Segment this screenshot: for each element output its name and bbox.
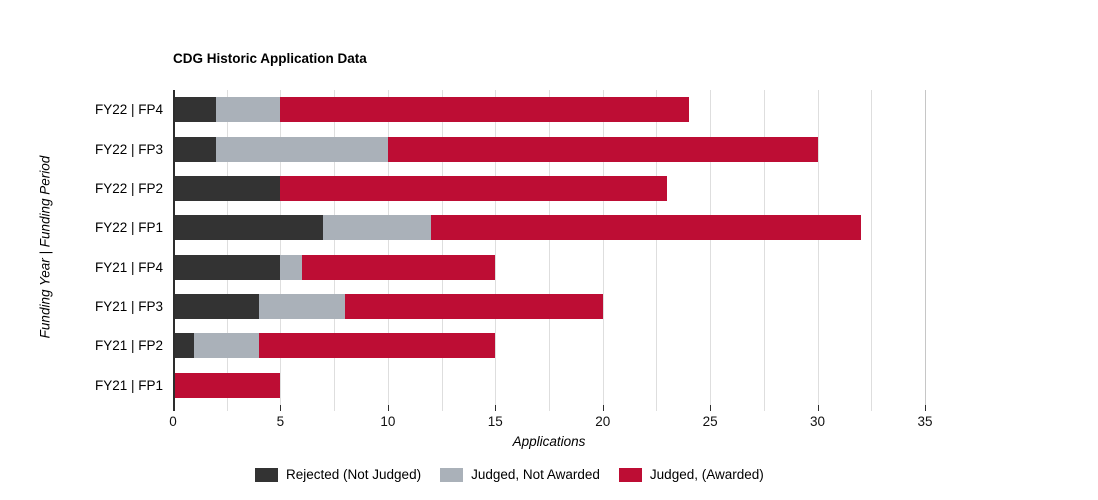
x-tick-label: 15 [487, 414, 503, 429]
legend-swatch [440, 467, 464, 482]
bar-segment-rejected-not-judged[interactable] [173, 175, 281, 201]
legend: Rejected (Not Judged) Judged, Not Awarded… [255, 467, 764, 482]
bar-segment-judged-awarded[interactable] [387, 136, 818, 162]
axis-tick [656, 405, 658, 411]
axis-tick [763, 405, 765, 411]
stacked-bar [173, 294, 925, 320]
legend-item-rejected-not-judged[interactable]: Rejected (Not Judged) [255, 467, 421, 482]
axis-tick [871, 405, 873, 411]
bar-segment-rejected-not-judged[interactable] [173, 333, 195, 359]
bar-row: FY21 | FP1 [95, 366, 925, 405]
stacked-bar [173, 175, 925, 201]
bar-segment-judged-not-awarded[interactable] [194, 333, 259, 359]
category-label: FY21 | FP1 [94, 377, 163, 393]
gridline [925, 90, 926, 405]
category-label: FY22 | FP4 [94, 102, 163, 118]
x-tick-label: 10 [380, 414, 396, 429]
axis-tick [549, 405, 550, 411]
category-label: FY21 | FP3 [94, 299, 163, 315]
bar-segment-judged-awarded[interactable] [280, 97, 689, 123]
category-label: FY21 | FP4 [94, 259, 163, 275]
axis-tick [710, 405, 712, 411]
x-tick-label: 20 [595, 414, 611, 429]
gridline [226, 90, 228, 405]
stacked-bar [173, 333, 925, 359]
gridline [871, 90, 873, 405]
gridline [656, 90, 658, 405]
bar-segment-judged-not-awarded[interactable] [215, 136, 388, 162]
category-label: FY22 | FP1 [94, 220, 163, 236]
bar-segment-rejected-not-judged[interactable] [173, 215, 324, 241]
legend-item-judged-not-awarded[interactable]: Judged, Not Awarded [440, 467, 600, 482]
axis-tick [495, 405, 497, 411]
category-label: FY22 | FP2 [94, 180, 163, 196]
x-tick-label: 5 [276, 414, 285, 429]
bar-segment-judged-not-awarded[interactable] [280, 254, 302, 280]
legend-label: Judged, Not Awarded [471, 467, 600, 482]
legend-swatch [255, 467, 278, 482]
gridline [710, 90, 712, 405]
bar-segment-judged-awarded[interactable] [344, 294, 603, 320]
gridline [763, 90, 765, 405]
bar-segment-judged-awarded[interactable] [173, 372, 281, 398]
bar-row: FY22 | FP3 [95, 129, 925, 168]
stacked-bar [173, 97, 925, 123]
x-tick-label: 30 [810, 414, 826, 429]
x-tick-label: 0 [169, 414, 177, 429]
bar-row: FY22 | FP4 [95, 90, 925, 129]
bar-row: FY21 | FP2 [95, 326, 925, 365]
gridline [817, 90, 819, 405]
axis-tick [280, 405, 282, 411]
gridline [549, 90, 550, 405]
axis-tick [334, 405, 336, 411]
axis-tick [602, 405, 604, 411]
gridline [495, 90, 497, 405]
legend-item-judged-awarded[interactable]: Judged, (Awarded) [618, 467, 764, 482]
chart-title: CDG Historic Application Data [173, 51, 367, 66]
bar-row: FY22 | FP2 [95, 169, 925, 208]
legend-label: Judged, (Awarded) [649, 467, 764, 482]
bar-segment-rejected-not-judged[interactable] [173, 254, 281, 280]
axis-tick [817, 405, 819, 411]
x-tick-label: 25 [702, 414, 718, 429]
bar-row: FY21 | FP4 [95, 248, 925, 287]
axis-tick [925, 405, 926, 411]
plot-area: 0 5 10 15 20 25 30 35 FY22 | FP4 FY22 | FP3 FY22 |… [95, 90, 933, 429]
legend-label: Rejected (Not Judged) [286, 467, 422, 482]
gridline [280, 90, 282, 405]
bar-segment-judged-awarded[interactable] [301, 254, 496, 280]
bar-segment-judged-not-awarded[interactable] [258, 294, 345, 320]
stacked-bar [173, 372, 925, 398]
bar-segment-rejected-not-judged[interactable] [173, 97, 216, 123]
bar-row: FY22 | FP1 [95, 208, 925, 247]
bar-segment-judged-awarded[interactable] [258, 333, 496, 359]
y-axis-title: Funding Year | Funding Period [37, 155, 53, 339]
bar-segment-judged-awarded[interactable] [430, 215, 861, 241]
bar-segment-rejected-not-judged[interactable] [173, 136, 216, 162]
axis-tick [226, 405, 228, 411]
x-tick-label: 35 [917, 414, 933, 429]
gridline [334, 90, 336, 405]
y-axis-line [173, 90, 175, 411]
gridline [441, 90, 443, 405]
axis-tick [441, 405, 443, 411]
stacked-bar [173, 136, 925, 162]
axis-tick [387, 405, 389, 411]
category-label: FY22 | FP3 [94, 141, 163, 157]
legend-swatch [618, 467, 642, 482]
category-label: FY21 | FP2 [94, 338, 163, 354]
bar-segment-rejected-not-judged[interactable] [173, 294, 259, 320]
x-axis-title: Applications [512, 434, 586, 449]
gridline [387, 90, 389, 405]
stacked-bar [173, 215, 925, 241]
bar-segment-judged-not-awarded[interactable] [323, 215, 431, 241]
bar-row: FY21 | FP3 [95, 287, 925, 326]
bar-segment-judged-not-awarded[interactable] [215, 97, 281, 123]
bar-segment-judged-awarded[interactable] [280, 175, 668, 201]
stacked-bar [173, 254, 925, 280]
gridline [602, 90, 604, 405]
